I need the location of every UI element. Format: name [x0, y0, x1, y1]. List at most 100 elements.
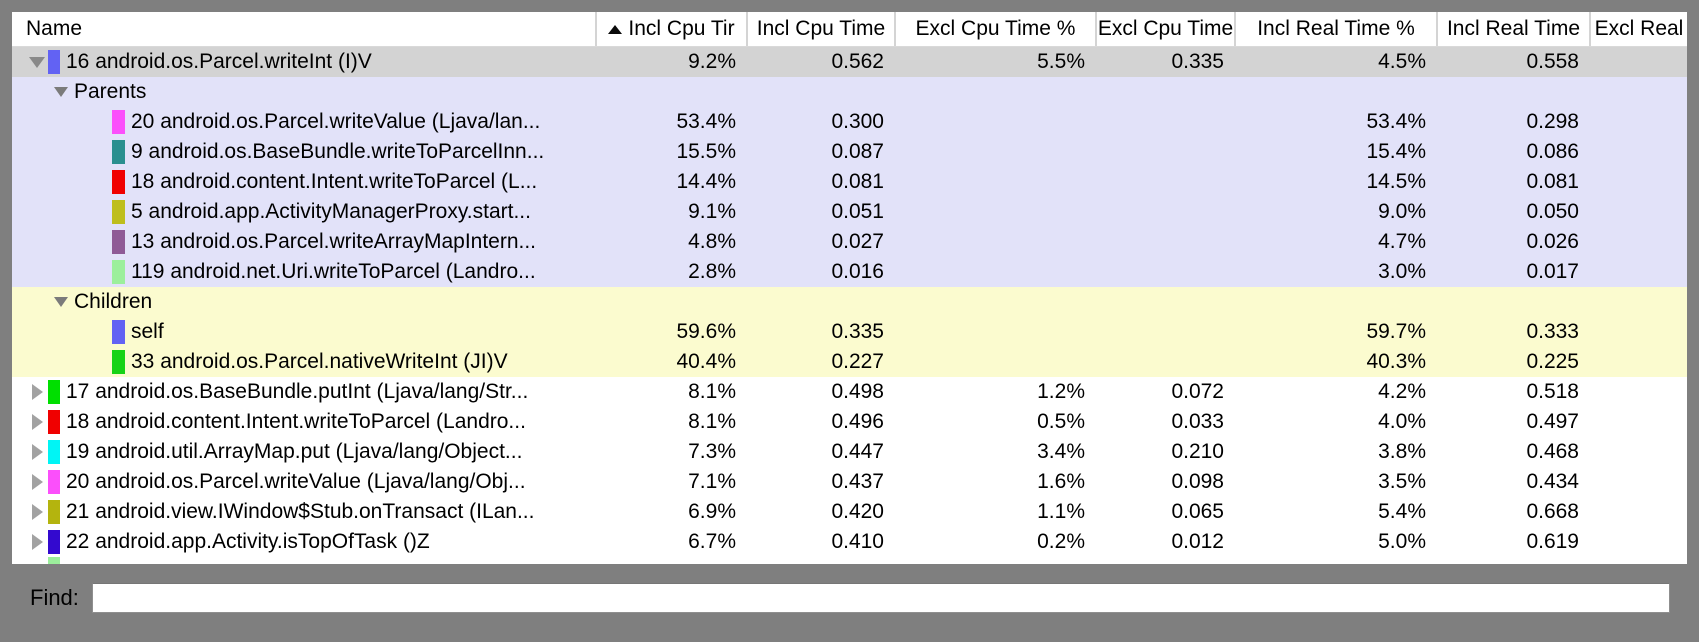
value-cell: 14.4% [595, 167, 746, 197]
find-bar: Find: [0, 564, 1699, 642]
method-row[interactable]: 9 android.os.BaseBundle.writeToParcelInn… [12, 137, 1687, 167]
name-cell: 9 android.os.BaseBundle.writeToParcelInn… [12, 137, 595, 167]
method-row[interactable]: 20 android.os.Parcel.writeValue (Ljava/l… [12, 467, 1687, 497]
value-cell: 0.050 [1436, 197, 1589, 227]
name-cell: 20 android.os.Parcel.writeValue (Ljava/l… [12, 467, 595, 497]
disclosure-expanded-icon[interactable] [54, 87, 71, 97]
value-cell: 0.027 [746, 227, 894, 257]
method-row[interactable]: 22 android.app.Activity.isTopOfTask ()Z6… [12, 527, 1687, 557]
value-cell: 1.2% [894, 377, 1095, 407]
column-header-excl-cpu-time[interactable]: Excl Cpu Time [1095, 12, 1234, 46]
method-name: self [131, 320, 164, 344]
value-cell: 0.5% [894, 407, 1095, 437]
disclosure-expanded-icon[interactable] [26, 57, 48, 68]
value-cell [894, 347, 1095, 377]
method-row[interactable]: 119 android.net.Uri.writeToParcel (Landr… [12, 257, 1687, 287]
group-row-parents[interactable]: Parents [12, 77, 1687, 107]
value-cell [1095, 137, 1234, 167]
method-name: 19 android.util.ArrayMap.put (Ljava/lang… [66, 440, 522, 464]
value-cell: 53.4% [1234, 107, 1436, 137]
column-header-label: Excl Cpu Time [1098, 17, 1233, 41]
value-cell [1234, 287, 1436, 317]
value-cell: 0.026 [1436, 227, 1589, 257]
disclosure-collapsed-icon[interactable] [26, 474, 48, 490]
name-cell: 18 android.content.Intent.writeToParcel … [12, 167, 595, 197]
disclosure-collapsed-icon[interactable] [26, 414, 48, 430]
column-header-excl-cpu-time-[interactable]: Excl Cpu Time % [894, 12, 1095, 46]
value-cell: 0.081 [1436, 167, 1589, 197]
disclosure-collapsed-icon[interactable] [26, 504, 48, 520]
value-cell: 5.5% [894, 47, 1095, 77]
value-cell [1095, 227, 1234, 257]
column-header-incl-real-time-[interactable]: Incl Real Time % [1234, 12, 1436, 46]
value-cell: 0.087 [746, 137, 894, 167]
disclosure-collapsed-icon[interactable] [26, 384, 48, 400]
value-cell: 15.5% [595, 137, 746, 167]
method-row[interactable]: 17 android.os.BaseBundle.putInt (Ljava/l… [12, 377, 1687, 407]
method-color-swatch [48, 410, 60, 434]
column-header-incl-cpu-time[interactable]: Incl Cpu Time [746, 12, 894, 46]
column-header-label: Incl Real Time % [1257, 17, 1415, 41]
value-cell [1589, 467, 1687, 497]
value-cell [1234, 557, 1436, 564]
value-cell [894, 227, 1095, 257]
value-cell [1095, 77, 1234, 107]
column-header-excl-real[interactable]: Excl Real [1589, 12, 1687, 46]
triangle-right-icon [32, 474, 43, 490]
method-color-swatch [112, 170, 125, 194]
find-label: Find: [30, 585, 79, 611]
value-cell: 9.0% [1234, 197, 1436, 227]
value-cell: 0.447 [746, 437, 894, 467]
value-cell [1589, 497, 1687, 527]
value-cell: 0.496 [746, 407, 894, 437]
value-cell [1436, 557, 1589, 564]
triangle-right-icon [32, 444, 43, 460]
find-input[interactable] [92, 583, 1670, 613]
value-cell: 5.4% [1234, 497, 1436, 527]
method-name: 119 android.net.Uri.writeToParcel (Landr… [131, 260, 536, 284]
column-header-name[interactable]: Name [12, 12, 595, 46]
value-cell [1095, 197, 1234, 227]
method-row[interactable]: 16 android.os.Parcel.writeInt (I)V9.2%0.… [12, 47, 1687, 77]
method-row[interactable]: 33 android.os.Parcel.nativeWriteInt (JI)… [12, 347, 1687, 377]
method-row[interactable]: 20 android.os.Parcel.writeValue (Ljava/l… [12, 107, 1687, 137]
method-row[interactable]: self59.6%0.33559.7%0.333 [12, 317, 1687, 347]
value-cell [1589, 287, 1687, 317]
value-cell: 53.4% [595, 107, 746, 137]
value-cell: 9.2% [595, 47, 746, 77]
column-header-incl-cpu-tir[interactable]: Incl Cpu Tir [595, 12, 746, 46]
method-row[interactable]: 13 android.os.Parcel.writeArrayMapIntern… [12, 227, 1687, 257]
method-name: 22 android.app.Activity.isTopOfTask ()Z [66, 530, 430, 554]
value-cell [1589, 377, 1687, 407]
name-cell: 20 android.os.Parcel.writeValue (Ljava/l… [12, 107, 595, 137]
method-row[interactable]: 19 android.util.ArrayMap.put (Ljava/lang… [12, 437, 1687, 467]
name-cell: 18 android.content.Intent.writeToParcel … [12, 407, 595, 437]
group-row-children[interactable]: Children [12, 287, 1687, 317]
name-cell [12, 557, 595, 564]
method-row[interactable]: 18 android.content.Intent.writeToParcel … [12, 407, 1687, 437]
value-cell: 0.498 [746, 377, 894, 407]
method-row[interactable]: 18 android.content.Intent.writeToParcel … [12, 167, 1687, 197]
name-cell: 5 android.app.ActivityManagerProxy.start… [12, 197, 595, 227]
disclosure-collapsed-icon[interactable] [26, 444, 48, 460]
disclosure-collapsed-icon[interactable] [26, 534, 48, 550]
method-row[interactable]: 21 android.view.IWindow$Stub.onTransact … [12, 497, 1687, 527]
value-cell [746, 77, 894, 107]
value-cell: 4.7% [1234, 227, 1436, 257]
column-header-incl-real-time[interactable]: Incl Real Time [1436, 12, 1589, 46]
value-cell [1589, 347, 1687, 377]
value-cell: 15.4% [1234, 137, 1436, 167]
disclosure-expanded-icon[interactable] [54, 297, 71, 307]
partial-row [12, 557, 1687, 564]
method-color-swatch [48, 530, 60, 554]
method-row[interactable]: 5 android.app.ActivityManagerProxy.start… [12, 197, 1687, 227]
triangle-right-icon [32, 504, 43, 520]
value-cell: 0.518 [1436, 377, 1589, 407]
value-cell: 14.5% [1234, 167, 1436, 197]
value-cell: 59.6% [595, 317, 746, 347]
value-cell: 0.051 [746, 197, 894, 227]
value-cell [1589, 317, 1687, 347]
group-label: Children [74, 290, 152, 314]
value-cell: 0.410 [746, 527, 894, 557]
value-cell: 5.0% [1234, 527, 1436, 557]
